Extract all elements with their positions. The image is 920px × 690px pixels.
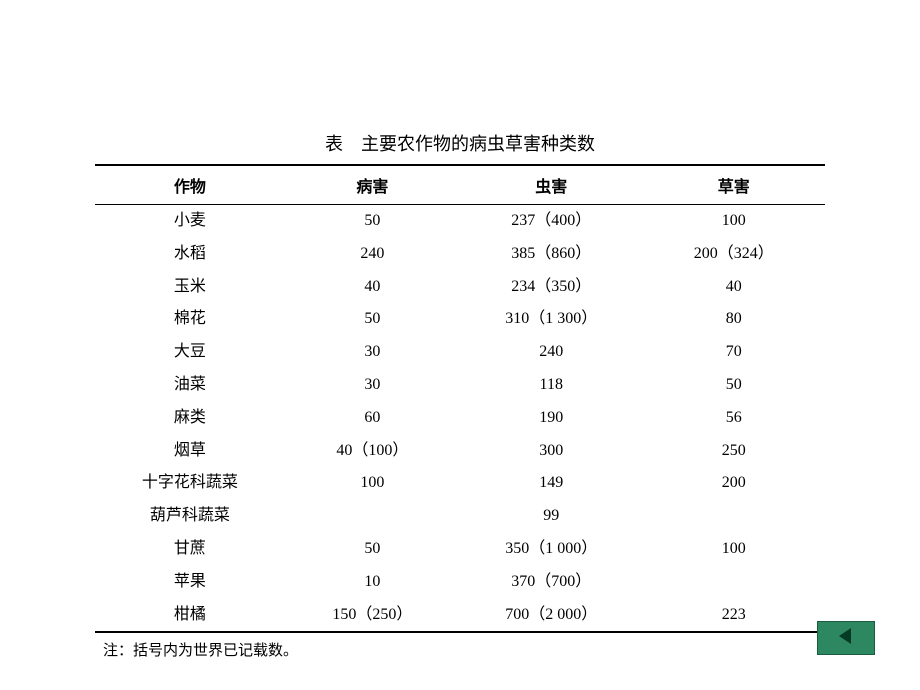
table-row: 玉米40234（350）40: [95, 271, 825, 304]
table-cell: 100: [285, 467, 460, 500]
table-row: 甘蔗50350（1 000）100: [95, 533, 825, 566]
table-cell: 60: [285, 402, 460, 435]
crop-pest-table: 作物 病害 虫害 草害 小麦50237（400）100水稻240385（860）…: [95, 164, 825, 633]
table-cell: 10: [285, 566, 460, 599]
table-cell: [285, 500, 460, 533]
table-cell: 700（2 000）: [460, 599, 643, 633]
table-header-row: 作物 病害 虫害 草害: [95, 165, 825, 205]
table-cell: 149: [460, 467, 643, 500]
table-cell: 100: [642, 533, 825, 566]
table-cell: 300: [460, 435, 643, 468]
table-cell: 大豆: [95, 336, 285, 369]
table-row: 葫芦科蔬菜 99: [95, 500, 825, 533]
table-cell: 237（400）: [460, 205, 643, 238]
table-cell: 200（324）: [642, 238, 825, 271]
back-arrow-icon: [836, 626, 856, 651]
table-row: 油菜3011850: [95, 369, 825, 402]
table-cell: 苹果: [95, 566, 285, 599]
table-cell: 100: [642, 205, 825, 238]
header-disease: 病害: [285, 165, 460, 205]
table-cell: 30: [285, 336, 460, 369]
table-footnote: 注：括号内为世界已记载数。: [95, 639, 825, 660]
table-cell: 150（250）: [285, 599, 460, 633]
table-cell: 烟草: [95, 435, 285, 468]
table-cell: 370（700）: [460, 566, 643, 599]
table-cell: 麻类: [95, 402, 285, 435]
table-cell: 油菜: [95, 369, 285, 402]
table-cell: 310（1 300）: [460, 303, 643, 336]
table-cell: 50: [285, 205, 460, 238]
table-cell: 350（1 000）: [460, 533, 643, 566]
table-cell: 70: [642, 336, 825, 369]
table-cell: 50: [642, 369, 825, 402]
table-cell: 小麦: [95, 205, 285, 238]
table-cell: 甘蔗: [95, 533, 285, 566]
table-row: 柑橘150（250）700（2 000）223: [95, 599, 825, 633]
table-row: 苹果10370（700）: [95, 566, 825, 599]
table-cell: 223: [642, 599, 825, 633]
table-cell: 玉米: [95, 271, 285, 304]
table-cell: 240: [460, 336, 643, 369]
table-row: 小麦50237（400）100: [95, 205, 825, 238]
table-cell: 30: [285, 369, 460, 402]
table-cell: 250: [642, 435, 825, 468]
table-cell: 99: [460, 500, 643, 533]
table-cell: 56: [642, 402, 825, 435]
table-row: 烟草40（100）300250: [95, 435, 825, 468]
table-row: 棉花50310（1 300）80: [95, 303, 825, 336]
header-pest: 虫害: [460, 165, 643, 205]
table-row: 十字花科蔬菜100149200: [95, 467, 825, 500]
table-cell: 40（100）: [285, 435, 460, 468]
table-cell: 50: [285, 533, 460, 566]
header-weed: 草害: [642, 165, 825, 205]
table-cell: 118: [460, 369, 643, 402]
table-cell: 240: [285, 238, 460, 271]
table-cell: 80: [642, 303, 825, 336]
table-cell: 190: [460, 402, 643, 435]
table-row: 麻类6019056: [95, 402, 825, 435]
table-cell: [642, 566, 825, 599]
table-cell: 葫芦科蔬菜: [95, 500, 285, 533]
table-title: 表 主要农作物的病虫草害种类数: [95, 130, 825, 156]
table-cell: 385（860）: [460, 238, 643, 271]
table-cell: 十字花科蔬菜: [95, 467, 285, 500]
table-cell: 水稻: [95, 238, 285, 271]
table-row: 大豆3024070: [95, 336, 825, 369]
table-row: 水稻240385（860）200（324）: [95, 238, 825, 271]
table-cell: 40: [285, 271, 460, 304]
back-button[interactable]: [817, 621, 875, 655]
table-cell: 柑橘: [95, 599, 285, 633]
table-cell: 234（350）: [460, 271, 643, 304]
table-cell: 200: [642, 467, 825, 500]
table-cell: 40: [642, 271, 825, 304]
table-cell: 棉花: [95, 303, 285, 336]
table-cell: 50: [285, 303, 460, 336]
header-crop: 作物: [95, 165, 285, 205]
table-cell: [642, 500, 825, 533]
